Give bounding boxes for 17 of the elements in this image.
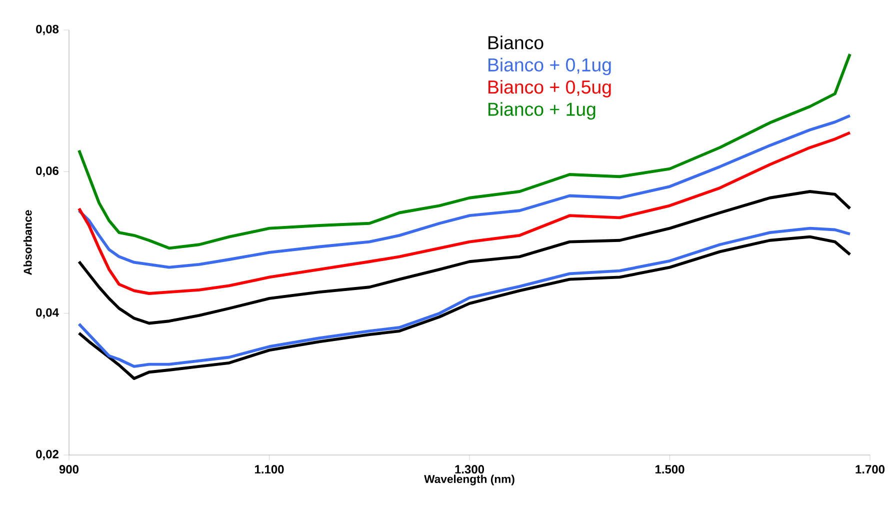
y-tick-label: 0,06: [36, 166, 59, 177]
line-series: [78, 131, 852, 295]
x-tick-label: 1.500: [655, 465, 684, 474]
x-tick-label: 1.300: [455, 465, 484, 474]
x-tick-label: 1.100: [254, 465, 284, 474]
y-tick-label: 0,04: [36, 308, 59, 318]
x-axis-title: Wavelength (nm): [424, 474, 514, 486]
text: Bianco + 0,5ug: [488, 80, 611, 98]
line-series: [78, 52, 852, 250]
y-tick-label: 0,08: [36, 24, 59, 36]
text: Bianco + 1ug: [488, 102, 596, 120]
y-tick-label: 0,02: [36, 450, 58, 460]
x-tick-label: 900: [59, 465, 79, 474]
x-tick-label: 1.700: [856, 465, 885, 474]
text: Bianco + 0,1ug: [488, 58, 611, 76]
text: Bianco: [488, 36, 544, 50]
y-axis-title: Absorbance: [23, 210, 32, 275]
